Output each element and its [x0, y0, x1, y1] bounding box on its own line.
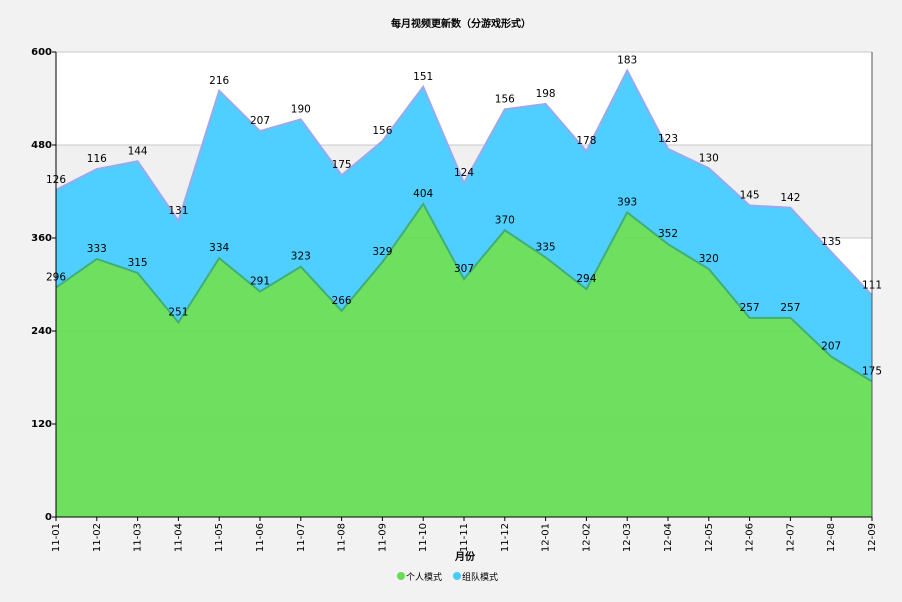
x-axis-title: 月份: [454, 550, 476, 563]
data-label-team: 116: [87, 153, 107, 165]
y-tick-label: 480: [31, 140, 52, 151]
y-tick-label: 600: [31, 47, 52, 58]
axes: [52, 51, 873, 521]
data-label-team: 123: [658, 133, 678, 145]
data-label-team: 142: [780, 192, 800, 204]
x-tick-label: 11-06: [255, 523, 266, 552]
data-label-individual: 307: [454, 263, 474, 275]
data-label-team: 135: [821, 236, 841, 248]
legend-marker-icon: [453, 572, 461, 580]
data-label-team: 183: [617, 55, 637, 67]
data-label-team: 156: [372, 125, 392, 137]
legend-label: 个人模式: [406, 571, 442, 583]
x-tick-label: 12-05: [704, 523, 715, 552]
x-tick-label: 11-09: [377, 523, 388, 552]
data-label-individual: 370: [495, 214, 515, 226]
x-tick-label: 11-04: [173, 523, 184, 552]
y-tick-labels: 0 120 240 360 480 600: [31, 47, 52, 523]
data-label-individual: 393: [617, 196, 637, 208]
x-tick-label: 11-02: [92, 523, 103, 552]
data-label-individual: 175: [862, 365, 882, 377]
data-label-individual: 266: [332, 295, 352, 307]
x-tick-label: 12-04: [663, 523, 674, 552]
data-label-team: 124: [454, 167, 474, 179]
data-label-team: 207: [250, 115, 270, 127]
x-tick-label: 11-03: [133, 523, 144, 552]
data-label-team: 178: [576, 135, 596, 147]
data-label-team: 131: [168, 205, 188, 217]
data-label-team: 156: [495, 93, 515, 105]
data-label-individual: 333: [87, 243, 107, 255]
data-label-team: 111: [862, 279, 882, 291]
legend-marker-icon: [397, 572, 405, 580]
data-label-team: 216: [209, 75, 229, 87]
data-label-individual: 296: [46, 272, 66, 284]
data-label-individual: 291: [250, 275, 270, 287]
x-tick-label: 11-12: [500, 523, 511, 552]
x-tick-label: 12-01: [541, 523, 552, 552]
data-label-team: 126: [46, 174, 66, 186]
x-tick-label: 11-08: [337, 523, 348, 552]
data-label-individual: 315: [128, 257, 148, 269]
data-label-team: 151: [413, 71, 433, 83]
data-label-individual: 257: [740, 302, 760, 314]
data-label-individual: 329: [372, 246, 392, 258]
data-label-team: 175: [332, 159, 352, 171]
area-series-individual[interactable]: [56, 203, 872, 517]
data-label-team: 198: [536, 88, 556, 100]
x-tick-label: 12-07: [785, 523, 796, 552]
chart-title: 每月视频更新数（分游戏形式）: [391, 17, 531, 30]
data-label-individual: 320: [699, 253, 719, 265]
data-label-individual: 207: [821, 341, 841, 353]
legend-item-individual[interactable]: 个人模式: [397, 571, 442, 583]
data-label-team: 130: [699, 152, 719, 164]
legend[interactable]: 个人模式 组队模式: [397, 571, 498, 583]
data-label-individual: 294: [576, 273, 596, 285]
data-label-individual: 323: [291, 251, 311, 263]
series-areas: [55, 68, 873, 517]
data-labels: 296 126 333 116 315 144 251 131 334 216 291 207 323 1…: [46, 55, 882, 378]
x-tick-label: 11-05: [214, 523, 225, 552]
x-tick-label: 12-09: [867, 523, 878, 552]
legend-item-team[interactable]: 组队模式: [453, 571, 498, 583]
data-label-team: 144: [128, 145, 148, 157]
data-label-team: 145: [740, 189, 760, 201]
data-label-individual: 352: [658, 228, 678, 240]
data-label-individual: 334: [209, 242, 229, 254]
data-label-individual: 335: [536, 241, 556, 253]
x-tick-label: 12-08: [826, 523, 837, 552]
y-tick-label: 360: [31, 233, 52, 244]
legend-label: 组队模式: [462, 571, 498, 583]
y-tick-label: 240: [31, 326, 52, 337]
data-label-individual: 257: [780, 302, 800, 314]
x-tick-label: 12-02: [581, 523, 592, 552]
x-tick-label: 11-10: [418, 523, 429, 552]
x-tick-label: 12-06: [745, 523, 756, 552]
line-series-individual: [55, 202, 873, 383]
x-tick-label: 11-11: [459, 523, 470, 552]
y-tick-label: 0: [45, 512, 52, 523]
line-series-team: [55, 68, 873, 297]
x-tick-label: 12-03: [622, 523, 633, 552]
x-tick-labels: 11-01 11-02 11-03 11-04 11-05 11-06 11-07 11-08…: [51, 523, 878, 552]
plot-band: [56, 52, 872, 145]
y-tick-label: 120: [31, 419, 52, 430]
data-label-individual: 251: [168, 306, 188, 318]
data-label-team: 190: [291, 103, 311, 115]
data-label-individual: 404: [413, 188, 433, 200]
area-series-team[interactable]: [56, 70, 872, 382]
x-tick-label: 11-01: [51, 523, 62, 552]
x-tick-label: 11-07: [296, 523, 307, 552]
